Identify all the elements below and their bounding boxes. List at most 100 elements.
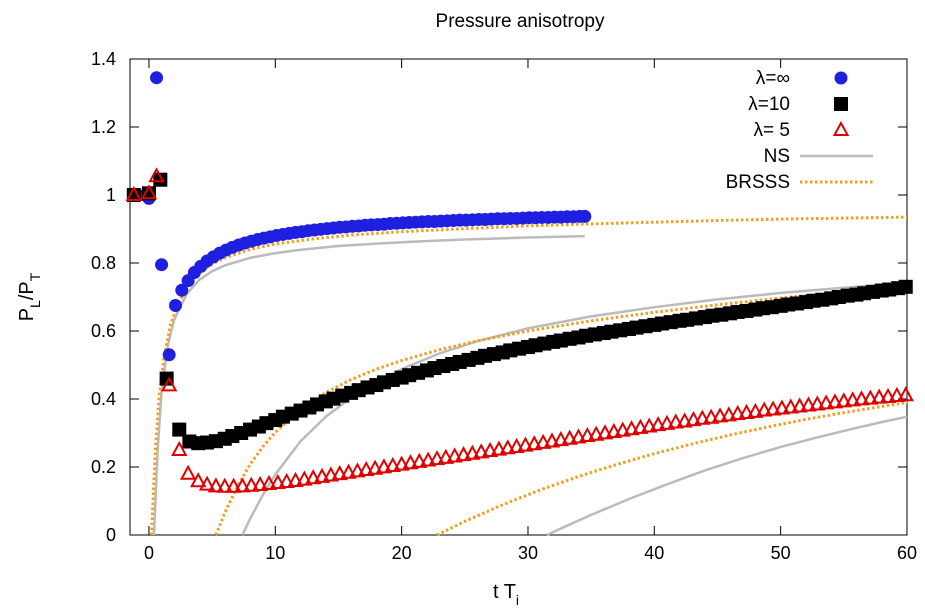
y-tick-label: 1 <box>106 185 116 205</box>
point--5 <box>179 464 197 480</box>
legend-marker--5 <box>832 120 850 136</box>
point- <box>175 283 189 297</box>
point--5 <box>649 416 667 432</box>
point--5 <box>782 398 799 414</box>
point--5 <box>729 404 746 420</box>
y-axis-label-mid: /P <box>16 281 38 300</box>
x-tick-label: 10 <box>265 543 285 563</box>
point--5 <box>278 472 295 488</box>
point--5 <box>411 452 428 468</box>
x-axis-label: t Ti <box>493 581 519 608</box>
point--10 <box>898 279 913 294</box>
point--5 <box>596 424 614 440</box>
point- <box>578 209 592 223</box>
point--5 <box>738 403 755 419</box>
point--5 <box>897 386 914 402</box>
x-axis-label-main: t T <box>493 581 516 603</box>
y-tick-label: 0.6 <box>91 321 116 341</box>
point--5 <box>517 436 534 452</box>
point--5 <box>481 441 499 458</box>
point--5 <box>641 417 658 433</box>
point--5 <box>473 443 490 459</box>
point--5 <box>791 397 808 413</box>
point--5 <box>313 467 331 483</box>
point--5 <box>171 440 188 456</box>
point--5 <box>526 435 543 451</box>
point--5 <box>490 440 508 456</box>
point--5 <box>588 425 605 441</box>
point--5 <box>764 400 782 416</box>
point--5 <box>809 395 826 411</box>
point--5 <box>198 475 216 491</box>
point--5 <box>543 432 561 448</box>
point--5 <box>322 466 340 482</box>
y-tick-label: 0.2 <box>91 457 116 477</box>
point--5 <box>287 471 304 487</box>
point--5 <box>190 472 207 488</box>
point--5 <box>862 389 879 405</box>
point--5 <box>756 401 773 417</box>
x-tick-label: 60 <box>897 543 917 563</box>
point- <box>155 258 169 272</box>
point--5 <box>773 399 791 415</box>
point--5 <box>534 433 552 449</box>
point--5 <box>667 413 684 429</box>
legend-label--5: λ= 5 <box>754 120 790 141</box>
point--5 <box>234 477 251 493</box>
point--5 <box>826 393 844 409</box>
point--5 <box>579 426 596 443</box>
point--10 <box>141 186 156 201</box>
point--5 <box>358 460 375 477</box>
y-axis-label: PL/PT <box>16 272 43 321</box>
curve-brsss <box>214 285 908 536</box>
point--5 <box>658 414 676 430</box>
curve-brsss <box>150 215 908 536</box>
legend-label-: λ=∞ <box>756 68 790 89</box>
point--5 <box>711 407 729 423</box>
point--5 <box>605 422 623 438</box>
point- <box>162 348 176 362</box>
point--5 <box>331 465 348 481</box>
legend-label--10: λ=10 <box>748 94 790 115</box>
point--5 <box>148 167 165 183</box>
point--5 <box>632 418 649 434</box>
point--5 <box>614 421 631 437</box>
point--5 <box>747 402 764 418</box>
point--5 <box>140 184 158 200</box>
y-tick-label: 0.8 <box>91 253 116 273</box>
y-tick-label: 0.4 <box>91 389 116 409</box>
point--5 <box>125 185 142 201</box>
point--5 <box>455 446 472 462</box>
point--5 <box>464 444 481 460</box>
point- <box>150 71 164 85</box>
point--5 <box>251 475 269 492</box>
x-tick-label: 0 <box>144 543 154 563</box>
point--5 <box>349 462 366 478</box>
point--5 <box>296 470 313 486</box>
point--5 <box>508 437 525 453</box>
point--5 <box>570 428 587 444</box>
axes: 0 10 20 30 40 50 60 0 0.2 0.4 0.6 0.8 1 1.2 1.4 <box>91 49 917 563</box>
x-tick-label: 50 <box>771 543 791 563</box>
y-tick-label: 0 <box>106 525 116 545</box>
point--5 <box>419 451 437 467</box>
chart-title: Pressure anisotropy <box>436 11 605 32</box>
x-tick-label: 40 <box>644 543 664 563</box>
point--5 <box>835 392 853 408</box>
point--5 <box>428 450 446 466</box>
point--5 <box>225 477 242 493</box>
y-axis-label-sub-2: T <box>27 272 43 281</box>
curve-ns <box>546 415 908 537</box>
y-tick-label: 1.2 <box>91 117 116 137</box>
point--5 <box>207 477 225 493</box>
point--5 <box>216 477 233 493</box>
curve-ns <box>241 281 908 536</box>
point--5 <box>685 410 702 427</box>
point--5 <box>446 447 463 463</box>
legend: λ=∞ λ=10 λ= 5 NS BRSSS <box>726 68 873 193</box>
y-axis-label-main: P <box>16 308 38 321</box>
x-tick-label: 30 <box>518 543 538 563</box>
y-axis-label-sub-1: L <box>27 300 43 308</box>
point--5 <box>844 391 861 407</box>
